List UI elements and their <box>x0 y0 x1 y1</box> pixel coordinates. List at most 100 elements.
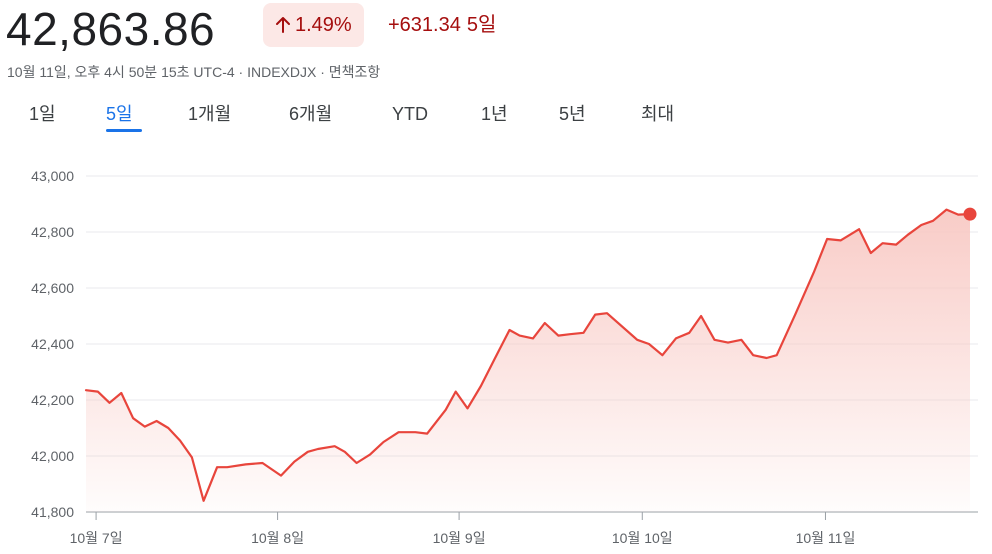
price-point <box>532 337 534 339</box>
price-point <box>569 333 571 335</box>
tab-5d[interactable]: 5일 <box>106 104 133 124</box>
y-tick-label: 41,800 <box>31 504 74 520</box>
price-point <box>907 234 909 236</box>
price-point <box>518 334 520 336</box>
price-line <box>84 208 972 502</box>
percent-change-text: 1.49% <box>295 13 352 36</box>
price-point <box>108 402 110 404</box>
arrow-up-icon <box>276 17 290 33</box>
y-tick-label: 42,600 <box>31 280 74 296</box>
price-point <box>216 466 218 468</box>
price-point <box>120 392 122 394</box>
price-point <box>794 313 796 315</box>
tab-1d[interactable]: 1일 <box>29 104 56 124</box>
price-point <box>445 409 447 411</box>
x-tick-label: 10월 11일 <box>796 530 856 546</box>
price-point <box>132 417 134 419</box>
price-point <box>557 334 559 336</box>
change-summary: +631.34 5일 <box>388 12 502 38</box>
price-point <box>813 271 815 273</box>
price-point <box>839 239 841 241</box>
price-point <box>355 462 357 464</box>
quote-subline: 10월 11일, 오후 4시 50분 15초 UTC-4 · INDEXDJX … <box>7 62 380 82</box>
price-point <box>293 460 295 462</box>
last-price-dot <box>963 207 977 221</box>
price-point <box>700 315 702 317</box>
active-tab-indicator <box>106 129 142 132</box>
price-chart[interactable]: 43,000 42,800 42,600 42,400 42,200 42,000 41,8… <box>0 150 992 554</box>
price-point <box>675 337 677 339</box>
price-point <box>85 389 87 391</box>
x-tick-label: 10월 8일 <box>251 530 304 546</box>
price-point <box>245 463 247 465</box>
price-area <box>86 209 970 512</box>
price-point <box>202 500 204 502</box>
price-point <box>920 224 922 226</box>
price-point <box>317 448 319 450</box>
price-point <box>191 456 193 458</box>
price-point <box>97 390 99 392</box>
price-point <box>858 228 860 230</box>
range-tabs: 1일 5일 1개월 6개월 YTD 1년 5년 최대 <box>0 98 760 138</box>
y-tick-label: 42,800 <box>31 224 74 240</box>
price-point <box>466 407 468 409</box>
y-tick-label: 42,000 <box>31 448 74 464</box>
price-point <box>870 252 872 254</box>
price-point <box>544 322 546 324</box>
price-point <box>945 208 947 210</box>
tab-1m[interactable]: 1개월 <box>188 104 232 124</box>
price-point <box>606 312 608 314</box>
x-tick-label: 10월 9일 <box>433 530 486 546</box>
price-point <box>582 332 584 334</box>
price-point <box>752 354 754 356</box>
price-point <box>713 339 715 341</box>
price-point <box>740 339 742 341</box>
change-period: 5일 <box>466 14 497 36</box>
price-point <box>155 420 157 422</box>
change-value: +631.34 <box>388 14 461 36</box>
tab-5y[interactable]: 5년 <box>559 104 586 124</box>
price-point <box>765 357 767 359</box>
price-point <box>688 332 690 334</box>
price-point <box>307 451 309 453</box>
price-point <box>344 451 346 453</box>
price-point <box>280 474 282 476</box>
price-point <box>661 354 663 356</box>
price-point <box>426 432 428 434</box>
price-point <box>334 445 336 447</box>
price-point <box>648 343 650 345</box>
price-point <box>414 431 416 433</box>
price-point <box>167 427 169 429</box>
quote-subline-text: 10월 11일, 오후 4시 50분 15초 UTC-4 · INDEXDJX … <box>7 64 381 80</box>
y-tick-label: 42,400 <box>31 336 74 352</box>
y-tick-label: 43,000 <box>31 168 74 184</box>
tab-max[interactable]: 최대 <box>641 104 675 124</box>
price-point <box>480 385 482 387</box>
price-point <box>261 462 263 464</box>
price-point <box>727 341 729 343</box>
price-point <box>881 242 883 244</box>
price-point <box>895 243 897 245</box>
price-point <box>382 441 384 443</box>
price-point <box>226 466 228 468</box>
price-point <box>369 453 371 455</box>
x-tick-label: 10월 7일 <box>70 530 123 546</box>
price-point <box>826 238 828 240</box>
price-point <box>957 213 959 215</box>
price-value: 42,863.86 <box>6 3 216 55</box>
price-point <box>776 354 778 356</box>
price-point <box>493 358 495 360</box>
x-tick-label: 10월 10일 <box>612 530 673 546</box>
price-point <box>397 431 399 433</box>
tab-1y[interactable]: 1년 <box>481 104 508 124</box>
price-point <box>144 425 146 427</box>
price-point <box>179 439 181 441</box>
price-point <box>594 313 596 315</box>
y-tick-label: 42,200 <box>31 392 74 408</box>
tab-ytd[interactable]: YTD <box>392 104 428 124</box>
price-point <box>455 390 457 392</box>
price-point <box>636 339 638 341</box>
tab-6m[interactable]: 6개월 <box>289 104 333 124</box>
price-point <box>932 220 934 222</box>
percent-change-badge: 1.49% <box>263 3 364 47</box>
